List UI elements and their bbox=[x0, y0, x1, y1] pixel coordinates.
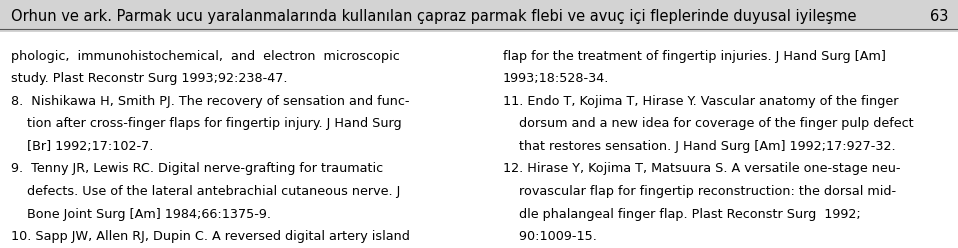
Text: 1993;18:528-34.: 1993;18:528-34. bbox=[503, 72, 609, 85]
Text: 12. Hirase Y, Kojima T, Matsuura S. A versatile one-stage neu-: 12. Hirase Y, Kojima T, Matsuura S. A ve… bbox=[503, 162, 901, 175]
Text: phologic,  immunohistochemical,  and  electron  microscopic: phologic, immunohistochemical, and elect… bbox=[11, 50, 400, 62]
Text: 8.  Nishikawa H, Smith PJ. The recovery of sensation and func-: 8. Nishikawa H, Smith PJ. The recovery o… bbox=[11, 95, 410, 108]
Text: flap for the treatment of fingertip injuries. J Hand Surg [Am]: flap for the treatment of fingertip inju… bbox=[503, 50, 886, 62]
Text: rovascular flap for fingertip reconstruction: the dorsal mid-: rovascular flap for fingertip reconstruc… bbox=[503, 185, 896, 198]
Text: [Br] 1992;17:102-7.: [Br] 1992;17:102-7. bbox=[11, 140, 154, 153]
Text: 9.  Tenny JR, Lewis RC. Digital nerve-grafting for traumatic: 9. Tenny JR, Lewis RC. Digital nerve-gra… bbox=[11, 162, 383, 175]
Bar bbox=[0, 0, 958, 32]
Text: that restores sensation. J Hand Surg [Am] 1992;17:927-32.: that restores sensation. J Hand Surg [Am… bbox=[503, 140, 896, 153]
Text: dorsum and a new idea for coverage of the finger pulp defect: dorsum and a new idea for coverage of th… bbox=[503, 117, 914, 130]
Text: 63: 63 bbox=[930, 9, 948, 24]
Text: 90:1009-15.: 90:1009-15. bbox=[503, 230, 597, 243]
Text: 10. Sapp JW, Allen RJ, Dupin C. A reversed digital artery island: 10. Sapp JW, Allen RJ, Dupin C. A revers… bbox=[11, 230, 410, 243]
Text: study. Plast Reconstr Surg 1993;92:238-47.: study. Plast Reconstr Surg 1993;92:238-4… bbox=[11, 72, 288, 85]
Text: 11. Endo T, Kojima T, Hirase Y. Vascular anatomy of the finger: 11. Endo T, Kojima T, Hirase Y. Vascular… bbox=[503, 95, 899, 108]
Text: defects. Use of the lateral antebrachial cutaneous nerve. J: defects. Use of the lateral antebrachial… bbox=[11, 185, 400, 198]
Text: Orhun ve ark. Parmak ucu yaralanmalarında kullanılan çapraz parmak flebi ve avuç: Orhun ve ark. Parmak ucu yaralanmalarınd… bbox=[11, 9, 857, 24]
Text: Bone Joint Surg [Am] 1984;66:1375-9.: Bone Joint Surg [Am] 1984;66:1375-9. bbox=[11, 208, 271, 220]
Text: dle phalangeal finger flap. Plast Reconstr Surg  1992;: dle phalangeal finger flap. Plast Recons… bbox=[503, 208, 860, 220]
Text: tion after cross-finger flaps for fingertip injury. J Hand Surg: tion after cross-finger flaps for finger… bbox=[11, 117, 402, 130]
